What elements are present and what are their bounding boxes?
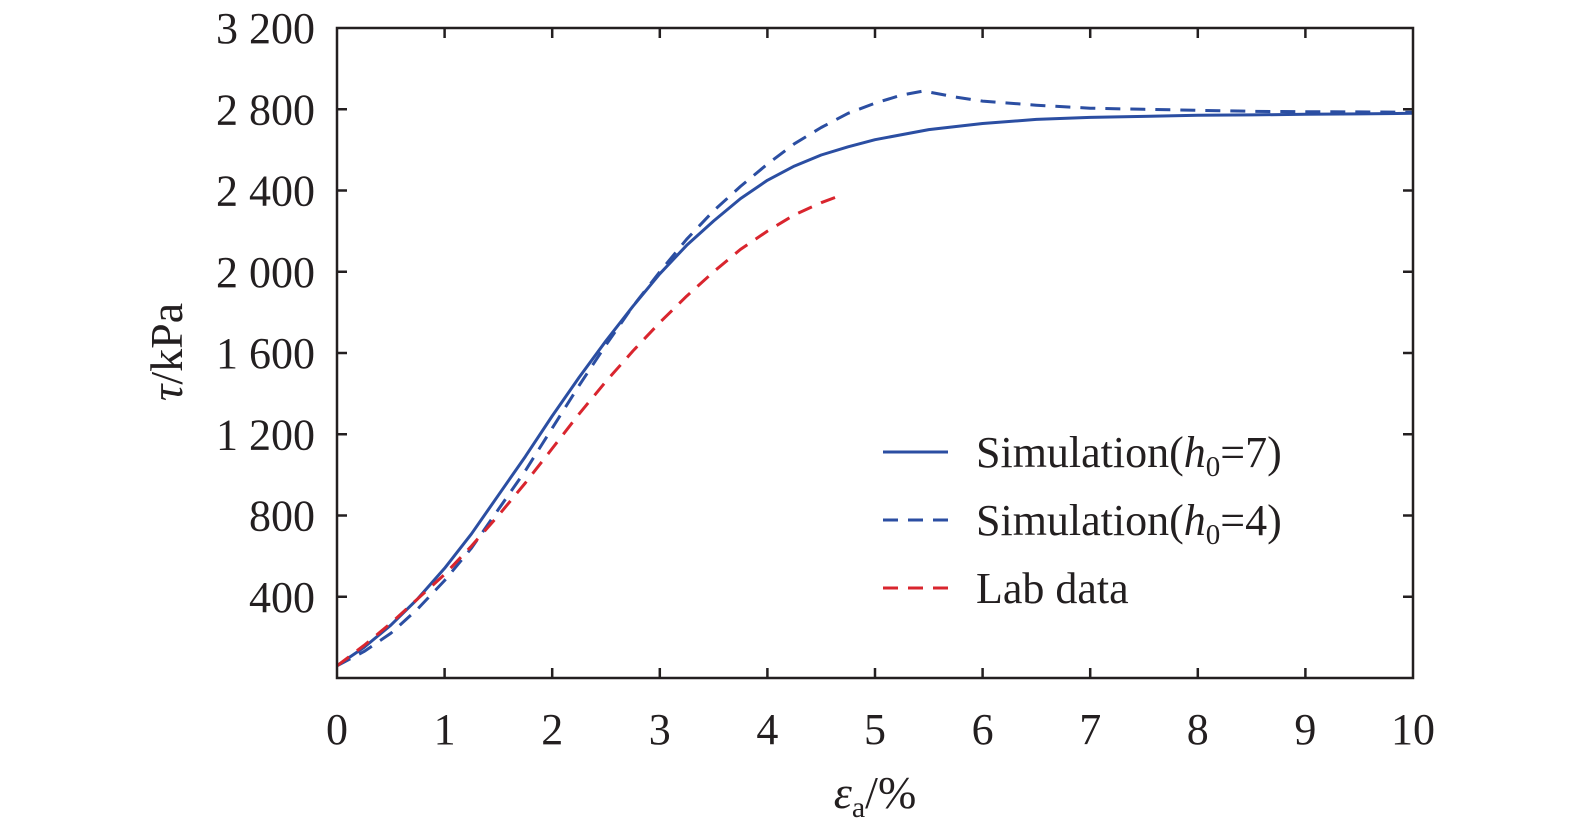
y-tick-label-400: 400 xyxy=(249,573,315,622)
series-line-3 xyxy=(336,193,844,667)
series-layer xyxy=(336,89,1414,668)
x-tick-label-1: 1 xyxy=(434,705,456,754)
tick-labels-layer: 0 1 2 3 4 5 6 7 8 9 10 400 800 1 200 1 600 2 000 2 400 2 … xyxy=(216,4,1435,754)
legend-label-prefix: Lab data xyxy=(976,564,1129,613)
x-tick-label-10: 10 xyxy=(1391,705,1435,754)
y-axis-title: τ/kPa xyxy=(141,303,192,401)
legend-label-var: h xyxy=(1184,428,1206,477)
x-tick-label-5: 5 xyxy=(864,705,886,754)
legend-label-subscript: 0 xyxy=(1206,519,1221,551)
y-axis-unit: /kPa xyxy=(141,303,192,385)
y-tick-label-1200: 1 200 xyxy=(216,410,315,459)
y-tick-label-2000: 2 000 xyxy=(216,248,315,297)
y-tick-label-2800: 2 800 xyxy=(216,85,315,134)
legend-label-prefix: Simulation( xyxy=(976,496,1184,545)
x-axis-symbol: ε xyxy=(834,767,853,818)
legend-label-suffix: =7) xyxy=(1220,428,1281,477)
series-line-2 xyxy=(336,89,1414,668)
legend-label-2: Simulation(h0=4) xyxy=(976,496,1282,551)
x-tick-label-7: 7 xyxy=(1079,705,1101,754)
y-axis-symbol: τ xyxy=(141,383,192,401)
series-line-1 xyxy=(336,111,1414,668)
legend-label-var: h xyxy=(1184,496,1206,545)
x-axis-title: εa/% xyxy=(834,767,917,824)
legend: Simulation(h0=7)Simulation(h0=4)Lab data xyxy=(883,428,1282,613)
x-tick-label-4: 4 xyxy=(756,705,778,754)
x-tick-label-8: 8 xyxy=(1187,705,1209,754)
legend-label-suffix: =4) xyxy=(1220,496,1281,545)
legend-label-1: Simulation(h0=7) xyxy=(976,428,1282,483)
x-tick-label-0: 0 xyxy=(326,705,348,754)
x-tick-label-3: 3 xyxy=(649,705,671,754)
y-tick-label-2400: 2 400 xyxy=(216,167,315,216)
legend-label-subscript: 0 xyxy=(1206,451,1221,483)
legend-label-prefix: Simulation( xyxy=(976,428,1184,477)
x-tick-label-2: 2 xyxy=(541,705,563,754)
x-axis-unit: /% xyxy=(865,767,916,818)
ticks-layer xyxy=(337,28,1413,678)
y-tick-label-800: 800 xyxy=(249,492,315,541)
x-axis-subscript: a xyxy=(852,791,865,824)
plot-frame xyxy=(335,26,1415,680)
x-tick-label-6: 6 xyxy=(972,705,994,754)
y-tick-label-3200: 3 200 xyxy=(216,4,315,53)
legend-label-3: Lab data xyxy=(976,564,1129,613)
y-tick-label-1600: 1 600 xyxy=(216,329,315,378)
x-tick-label-9: 9 xyxy=(1294,705,1316,754)
